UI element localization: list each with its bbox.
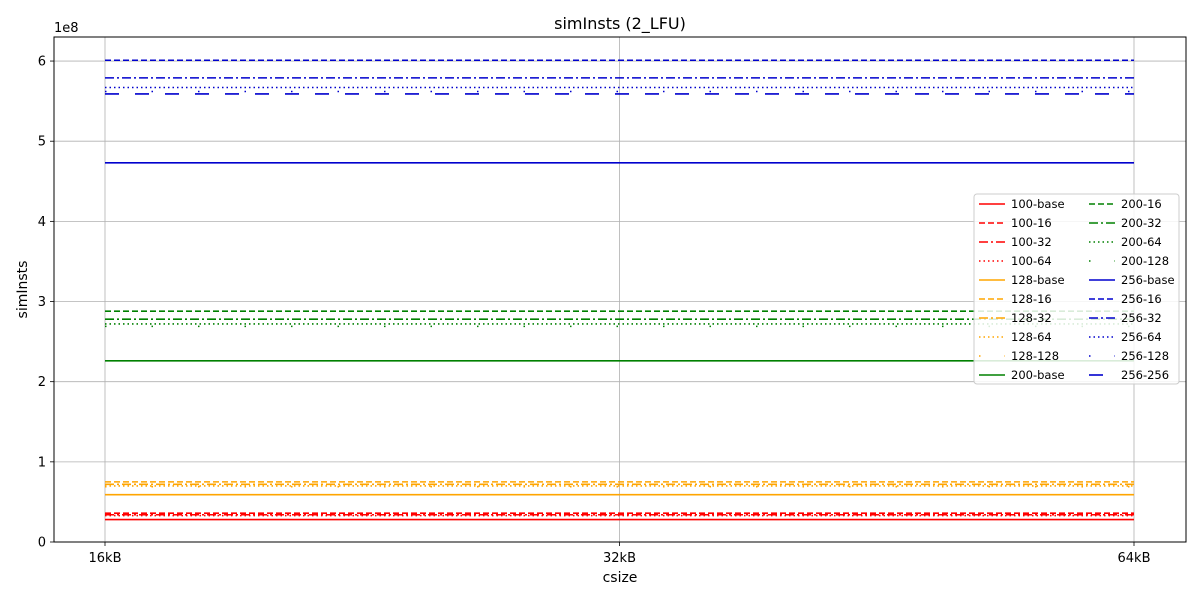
x-tick-label: 32kB xyxy=(603,551,636,566)
y-tick-label: 4 xyxy=(38,215,46,230)
x-tick-label: 64kB xyxy=(1118,551,1151,566)
legend-label: 256-128 xyxy=(1121,349,1169,363)
legend-label: 256-32 xyxy=(1121,311,1162,325)
y-tick-label: 1 xyxy=(38,455,46,470)
legend-label: 256-64 xyxy=(1121,330,1162,344)
legend-label: 128-16 xyxy=(1011,292,1052,306)
y-tick-label: 0 xyxy=(38,536,46,551)
plot-frame xyxy=(53,36,1187,543)
legend-label: 128-32 xyxy=(1011,311,1052,325)
chart-title: simInsts (2_LFU) xyxy=(554,14,686,34)
legend-label: 128-base xyxy=(1011,273,1065,287)
legend-label: 256-base xyxy=(1121,273,1175,287)
legend-label: 200-128 xyxy=(1121,254,1169,268)
legend-label: 100-base xyxy=(1011,197,1065,211)
ticks: 16kB 32kB 64kB 0 1 2 3 4 5 6 xyxy=(38,55,1151,566)
legend: 100-base 100-16 100-32 100-64 128-base 128-16… xyxy=(973,193,1180,385)
legend-label: 200-64 xyxy=(1121,235,1162,249)
y-tick-label: 5 xyxy=(38,135,46,150)
series-lines xyxy=(105,59,1134,521)
y-tick-label: 2 xyxy=(38,375,46,390)
legend-label: 256-16 xyxy=(1121,292,1162,306)
legend-label: 200-16 xyxy=(1121,197,1162,211)
y-axis-label: simInsts xyxy=(15,261,31,319)
y-tick-label: 6 xyxy=(38,55,46,70)
y-axis-offset-text: 1e8 xyxy=(54,21,79,36)
x-axis-label: csize xyxy=(603,570,638,586)
legend-label: 128-128 xyxy=(1011,349,1059,363)
legend-label: 100-64 xyxy=(1011,254,1052,268)
x-tick-label: 16kB xyxy=(89,551,122,566)
y-tick-label: 3 xyxy=(38,295,46,310)
legend-label: 200-32 xyxy=(1121,216,1162,230)
legend-label: 256-256 xyxy=(1121,368,1169,382)
legend-label: 100-16 xyxy=(1011,216,1052,230)
legend-label: 128-64 xyxy=(1011,330,1052,344)
legend-label: 200-base xyxy=(1011,368,1065,382)
legend-box xyxy=(973,193,1180,385)
legend-label: 100-32 xyxy=(1011,235,1052,249)
